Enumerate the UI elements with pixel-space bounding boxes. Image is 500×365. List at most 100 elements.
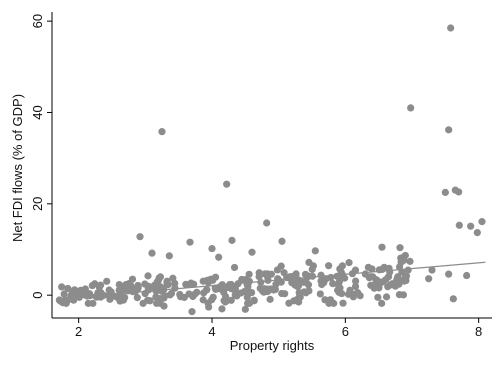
- data-point: [146, 297, 154, 305]
- data-point: [191, 290, 199, 298]
- data-point: [296, 293, 304, 301]
- data-point: [62, 299, 70, 307]
- x-tick-label: 2: [75, 324, 82, 339]
- data-point: [378, 299, 386, 307]
- data-point: [352, 277, 360, 285]
- data-point: [267, 270, 275, 278]
- data-point: [394, 273, 402, 281]
- data-point: [158, 128, 166, 136]
- data-point: [302, 278, 310, 286]
- data-point: [455, 188, 463, 196]
- data-point: [199, 277, 207, 285]
- data-point: [266, 295, 274, 303]
- data-point: [351, 266, 360, 274]
- data-point: [230, 263, 239, 272]
- data-point: [227, 285, 235, 293]
- data-point: [58, 283, 66, 291]
- data-point: [223, 180, 231, 188]
- data-point: [301, 270, 310, 278]
- data-point: [144, 272, 152, 280]
- data-point: [257, 278, 265, 286]
- data-point: [441, 188, 449, 197]
- data-point: [382, 293, 391, 301]
- data-point: [248, 248, 256, 256]
- data-point: [255, 269, 263, 277]
- data-point: [221, 298, 229, 306]
- x-tick-label: 4: [208, 324, 215, 339]
- data-point: [95, 283, 104, 291]
- data-point: [325, 262, 333, 270]
- data-point: [294, 282, 302, 291]
- data-point: [215, 253, 223, 261]
- data-point: [463, 271, 471, 280]
- data-point: [396, 244, 404, 252]
- data-point: [308, 272, 317, 280]
- y-tick-label: 0: [30, 292, 45, 299]
- data-point: [345, 259, 353, 267]
- data-point: [244, 288, 252, 296]
- y-axis-title: Net FDI flows (% of GDP): [10, 94, 25, 242]
- data-point: [339, 274, 347, 282]
- data-point: [165, 252, 173, 260]
- data-point: [227, 296, 235, 304]
- data-point: [406, 257, 414, 265]
- data-point: [336, 265, 344, 273]
- data-point: [176, 290, 184, 299]
- data-point: [311, 247, 319, 255]
- data-point: [64, 284, 72, 293]
- data-point: [245, 270, 253, 278]
- x-tick-label: 6: [342, 324, 349, 339]
- y-tick-label: 20: [30, 197, 45, 211]
- data-point: [208, 296, 216, 304]
- data-point: [186, 238, 194, 246]
- data-point: [129, 285, 137, 293]
- data-point: [333, 272, 341, 280]
- data-point: [467, 222, 475, 230]
- data-point: [243, 293, 251, 301]
- data-point: [374, 293, 382, 301]
- data-point: [278, 289, 286, 298]
- data-point: [370, 284, 378, 292]
- data-point: [103, 277, 111, 285]
- data-point: [379, 278, 387, 286]
- points-layer: [55, 24, 486, 316]
- data-point: [116, 297, 124, 305]
- data-point: [185, 290, 193, 298]
- data-point: [478, 218, 486, 226]
- data-point: [133, 294, 141, 302]
- data-point: [401, 251, 409, 260]
- fit-line: [58, 261, 486, 300]
- data-point: [455, 221, 463, 229]
- data-point: [447, 24, 455, 32]
- data-point: [338, 289, 346, 298]
- data-point: [273, 266, 282, 274]
- data-point: [105, 286, 113, 294]
- data-point: [120, 284, 129, 292]
- data-point: [153, 299, 161, 307]
- data-point: [395, 291, 403, 299]
- data-point: [384, 283, 392, 291]
- data-point: [473, 228, 481, 237]
- data-point: [136, 233, 144, 241]
- data-point: [375, 266, 384, 274]
- data-point: [134, 285, 142, 293]
- data-point: [200, 289, 208, 297]
- data-point: [245, 299, 254, 307]
- data-point: [263, 219, 271, 227]
- data-point: [148, 249, 156, 257]
- data-point: [449, 295, 457, 303]
- data-point: [228, 236, 236, 244]
- y-tick-label: 60: [30, 14, 45, 28]
- data-point: [329, 280, 337, 288]
- data-point: [445, 270, 453, 278]
- data-point: [334, 281, 342, 289]
- data-point: [378, 243, 386, 251]
- data-point: [321, 296, 329, 304]
- data-point: [182, 280, 190, 288]
- data-point: [171, 279, 179, 287]
- data-point: [211, 273, 220, 281]
- data-point: [188, 308, 196, 316]
- data-point: [316, 290, 324, 298]
